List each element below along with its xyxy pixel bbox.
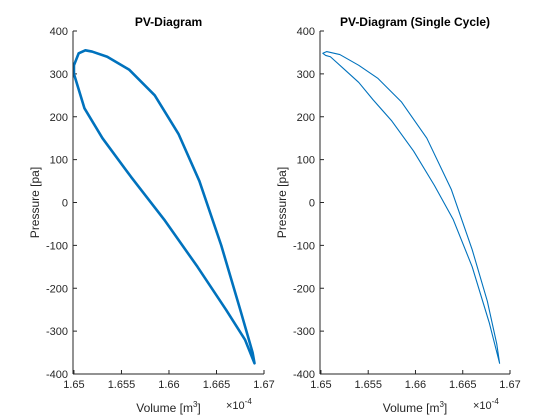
left-y-tick-label: -400 xyxy=(46,369,68,381)
right-x-ticks: 1.65 1.655 1.66 1.665 1.67 xyxy=(310,370,521,391)
right-x-tick-label: 1.66 xyxy=(405,379,426,391)
right-y-tick-label: 400 xyxy=(297,26,315,38)
left-exponent-power: -4 xyxy=(245,397,253,406)
right-x-tick-label: 1.65 xyxy=(310,379,331,391)
right-x-label-close: ] xyxy=(444,401,447,415)
left-plot-panel: PV-Diagram -400 -300 -200 -100 0 100 200 300 400… xyxy=(28,15,275,415)
right-y-tick-label: -300 xyxy=(293,326,315,338)
right-y-tick-label: 100 xyxy=(297,155,315,167)
right-y-tick-label: -400 xyxy=(293,369,315,381)
left-x-exponent: ×10-4 xyxy=(226,397,252,412)
left-x-tick-label: 1.66 xyxy=(158,379,179,391)
left-chart-title: PV-Diagram xyxy=(135,15,202,29)
left-y-tick-label: -200 xyxy=(46,283,68,295)
left-x-label-close: ] xyxy=(197,401,200,415)
left-y-tick-label: 0 xyxy=(62,198,68,210)
right-y-axis-label: Pressure [pa] xyxy=(275,167,289,238)
left-y-tick-label: 200 xyxy=(50,112,68,124)
left-x-axis-label: Volume [m3] xyxy=(136,400,201,415)
right-x-exponent: ×10-4 xyxy=(473,397,499,412)
right-y-tick-label: 0 xyxy=(309,198,315,210)
left-y-tick-label: 300 xyxy=(50,69,68,81)
left-exponent-base: ×10 xyxy=(226,400,245,412)
right-x-label-main: Volume [m xyxy=(383,401,440,415)
right-y-tick-label: 200 xyxy=(297,112,315,124)
left-x-tick-label: 1.655 xyxy=(108,379,136,391)
right-y-ticks: -400 -300 -200 -100 0 100 200 300 400 xyxy=(293,26,324,381)
left-y-tick-label: -300 xyxy=(46,326,68,338)
right-x-label-superscript: 3 xyxy=(439,400,444,409)
left-x-ticks: 1.65 1.655 1.66 1.665 1.67 xyxy=(63,370,275,391)
right-series-line xyxy=(322,51,501,364)
right-x-tick-label: 1.67 xyxy=(499,379,520,391)
right-exponent-power: -4 xyxy=(492,397,500,406)
left-y-ticks: -400 -300 -200 -100 0 100 200 300 400 xyxy=(46,26,77,381)
right-y-tick-label: -200 xyxy=(293,283,315,295)
right-plot-panel: PV-Diagram (Single Cycle) -400 -300 -200 -1… xyxy=(275,15,521,415)
right-plot-area xyxy=(320,31,510,374)
left-x-label-main: Volume [m xyxy=(136,401,193,415)
left-series-line xyxy=(72,48,256,365)
left-y-tick-label: -100 xyxy=(46,240,68,252)
right-chart-title: PV-Diagram (Single Cycle) xyxy=(340,15,490,29)
right-x-axis-label: Volume [m3] xyxy=(383,400,448,415)
left-y-tick-label: 100 xyxy=(50,155,68,167)
left-x-tick-label: 1.67 xyxy=(253,379,274,391)
left-y-axis-label: Pressure [pa] xyxy=(28,167,42,238)
left-y-tick-label: 400 xyxy=(50,26,68,38)
left-x-tick-label: 1.665 xyxy=(203,379,231,391)
left-x-label-superscript: 3 xyxy=(193,400,198,409)
right-x-tick-label: 1.655 xyxy=(354,379,382,391)
left-plot-area xyxy=(73,31,264,374)
left-x-tick-label: 1.65 xyxy=(63,379,84,391)
right-y-tick-label: -100 xyxy=(293,240,315,252)
right-x-tick-label: 1.665 xyxy=(449,379,477,391)
right-exponent-base: ×10 xyxy=(473,400,492,412)
right-y-tick-label: 300 xyxy=(297,69,315,81)
